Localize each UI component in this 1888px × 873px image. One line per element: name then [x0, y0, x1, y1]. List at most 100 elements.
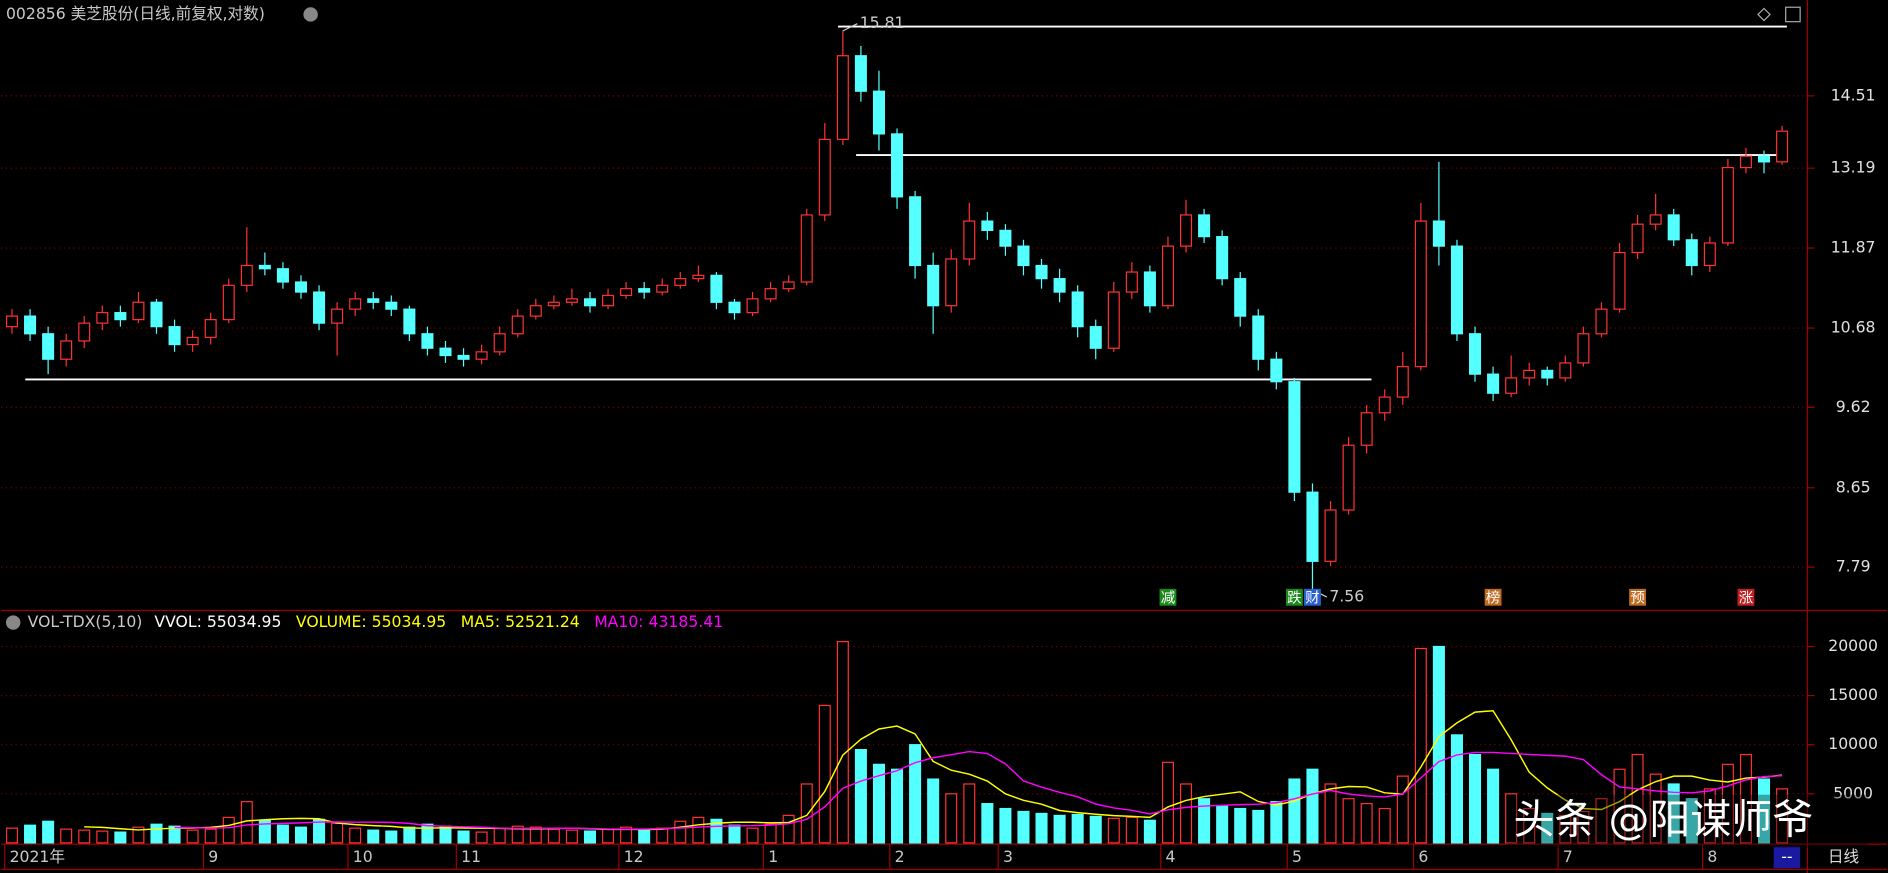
end-box: [1773, 846, 1801, 869]
candle-body: [927, 264, 940, 307]
volume-bar: [276, 824, 289, 844]
chart-title: 002856 美芝股份(日线,前复权,对数): [6, 4, 265, 23]
candle-body: [1685, 239, 1698, 267]
volume-bar: [5, 827, 19, 844]
indicator-readout: VOLUME: 55034.95: [296, 612, 446, 631]
candle-body: [1035, 264, 1048, 280]
candle-body: [475, 351, 488, 360]
candle-body: [583, 298, 597, 307]
x-tick-label: 12: [624, 847, 644, 866]
volume-bar: [1180, 783, 1193, 844]
volume-bar: [674, 820, 687, 844]
volume-bar: [294, 826, 308, 844]
candle-body: [276, 268, 289, 283]
volume-bar: [1613, 768, 1626, 844]
volume-bar: [1595, 798, 1608, 844]
candle-body: [1306, 491, 1319, 562]
x-tick-label: 2: [895, 847, 905, 866]
volume-bar: [891, 768, 904, 844]
ma-line: [84, 709, 1783, 831]
candle-body: [60, 340, 73, 360]
volume-bar: [1360, 803, 1373, 844]
candle-body: [96, 312, 109, 324]
extreme-pointer: [842, 23, 858, 32]
volume-bar: [818, 704, 831, 844]
x-tick-label: 8: [1707, 847, 1717, 866]
candle-body: [1559, 362, 1572, 379]
x-tick-label: 4: [1166, 847, 1176, 866]
candle-body: [1414, 220, 1427, 368]
candle-body: [836, 55, 849, 141]
candle-body: [945, 258, 958, 307]
candle-body: [800, 214, 813, 283]
volume-bar: [565, 829, 578, 844]
volume-bar: [132, 826, 145, 844]
volume-bar: [1721, 763, 1734, 844]
candle-body: [1378, 396, 1391, 414]
candle-body: [150, 301, 163, 328]
ma-line: [174, 750, 1783, 830]
candle-body: [1360, 412, 1373, 446]
candle-body: [42, 333, 55, 360]
panel-icon[interactable]: [1785, 6, 1801, 23]
volume-bar: [764, 823, 777, 844]
candle-body: [240, 264, 253, 286]
volume-bar: [1776, 788, 1789, 844]
volume-bar: [457, 830, 470, 844]
volume-bar: [96, 830, 109, 844]
volume-bar: [602, 828, 615, 844]
candle-body: [1595, 308, 1608, 335]
diamond-icon[interactable]: [1757, 7, 1771, 22]
candle-body: [5, 315, 19, 328]
event-badge: [1285, 588, 1303, 606]
volume-bar: [1703, 788, 1716, 844]
volume-bar: [1288, 778, 1301, 844]
candle-body: [1523, 369, 1536, 379]
volume-bar: [1541, 812, 1554, 844]
volume-bar: [1306, 768, 1319, 844]
candle-body: [1703, 242, 1716, 267]
volume-bar: [1324, 783, 1337, 844]
candle-body: [1198, 214, 1211, 238]
y-tick-label: 14.51: [1831, 85, 1876, 104]
event-badge: [1629, 588, 1647, 606]
x-tick-label: 7: [1563, 847, 1573, 866]
candle-body: [891, 133, 904, 198]
y-tick-label: 7.79: [1836, 557, 1871, 576]
indicator-menu-icon[interactable]: [5, 615, 21, 630]
candle-body: [638, 288, 651, 293]
candle-body: [728, 301, 741, 314]
volume-bar: [1143, 819, 1156, 844]
end-mark: --: [1781, 847, 1792, 866]
x-tick-label: 11: [461, 847, 481, 866]
volume-bar: [385, 830, 398, 844]
candle-body: [818, 138, 831, 216]
title-menu-icon[interactable]: [303, 7, 318, 22]
volume-bar: [1469, 753, 1482, 844]
volume-bar: [367, 829, 380, 844]
event-label: 减: [1161, 589, 1176, 606]
volume-bar: [1234, 807, 1247, 844]
candle-body: [620, 288, 633, 297]
candle-body: [529, 305, 542, 317]
candle-body: [186, 336, 199, 346]
candle-body: [854, 55, 867, 92]
volume-bar: [1216, 804, 1229, 844]
candle-body: [1396, 366, 1409, 398]
candle-body: [204, 319, 217, 338]
event-label: 跌: [1287, 589, 1301, 606]
event-label: 涨: [1739, 589, 1753, 606]
volume-bar: [1378, 807, 1391, 844]
event-badge: [1737, 588, 1755, 606]
volume-bar: [981, 803, 994, 844]
candle-body: [1487, 373, 1500, 394]
volume-bar: [1739, 753, 1752, 844]
volume-bar: [836, 641, 849, 844]
volume-bar: [439, 825, 452, 844]
x-tick-label: 2021年: [10, 847, 65, 866]
event-badge: [1159, 588, 1177, 606]
candle-body: [1053, 278, 1066, 293]
volume-bar: [1414, 647, 1427, 844]
event-label: 预: [1630, 589, 1644, 606]
volume-bar: [1252, 809, 1265, 844]
